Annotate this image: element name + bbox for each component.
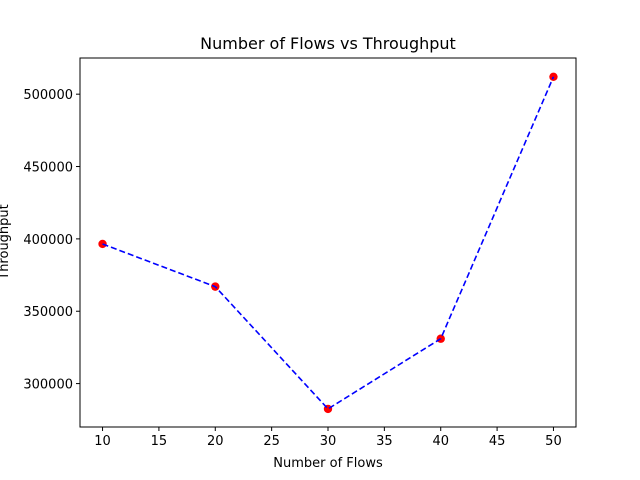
x-tick-label: 15: [151, 434, 168, 449]
plot-area: 10 15 20 25 30 35 40 45 50 300000 350000 400000 4500…: [23, 72, 562, 449]
y-tick-label: 300000: [23, 378, 73, 393]
x-tick-label: 25: [263, 434, 280, 449]
y-axis-label: Throughput: [0, 204, 12, 281]
y-tick-label: 350000: [23, 305, 73, 320]
series-line: [102, 76, 555, 410]
x-tick-label: 20: [207, 434, 224, 449]
x-tick-label: 40: [432, 434, 449, 449]
x-tick-label: 10: [94, 434, 111, 449]
x-tick-label: 35: [376, 434, 393, 449]
y-tick-label: 500000: [23, 88, 73, 103]
y-tick-label: 450000: [23, 161, 73, 176]
x-axis-label: Number of Flows: [273, 456, 383, 471]
x-tick-label: 50: [545, 434, 562, 449]
y-tick-label: 400000: [23, 233, 73, 248]
x-tick-label: 30: [320, 434, 337, 449]
chart-title: Number of Flows vs Throughput: [200, 34, 456, 53]
x-tick-label: 45: [489, 434, 506, 449]
axes-frame: [79, 57, 577, 428]
